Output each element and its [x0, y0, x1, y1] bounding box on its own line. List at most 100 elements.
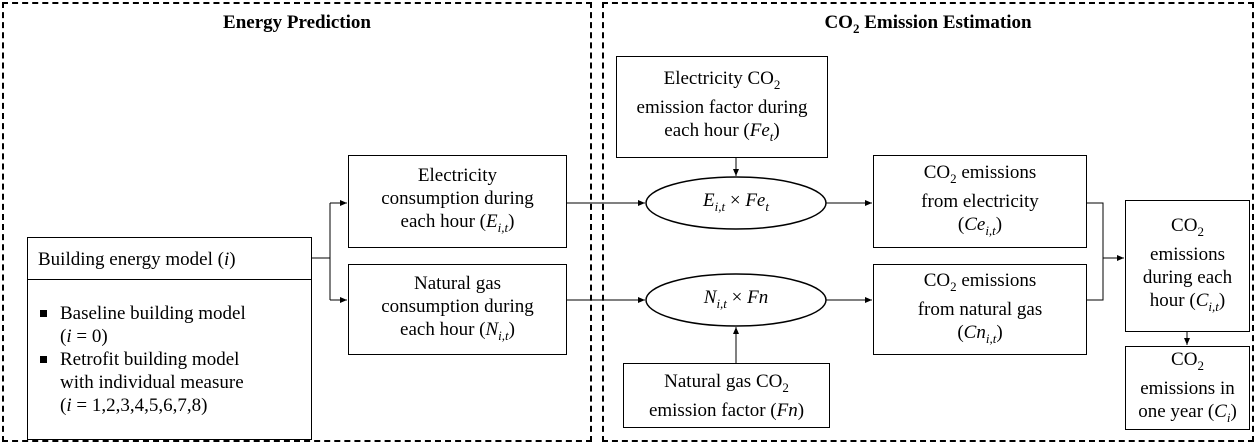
text-line: Energy Prediction	[4, 12, 590, 34]
text-line: Baseline building model	[40, 302, 246, 325]
text-line: during each	[1143, 266, 1232, 289]
text: )	[773, 119, 780, 141]
text: = 1,2,3,4,5,6,7,8)	[71, 395, 208, 416]
text: CO	[824, 12, 853, 33]
text: Fn	[776, 399, 798, 421]
text: Electricity CO	[663, 67, 774, 89]
text: i	[1226, 409, 1231, 425]
text-line: Electricity	[418, 164, 497, 187]
text-line: CO2	[1171, 214, 1204, 243]
node-box: CO2 emissions in one year (Ci)	[1125, 346, 1250, 430]
text-line: CO2	[1171, 348, 1204, 377]
text: one year (	[1138, 400, 1215, 422]
text: i,t	[716, 295, 727, 311]
text: i,t	[498, 328, 509, 343]
text-line: from natural gas	[918, 298, 1043, 321]
text: (	[60, 395, 67, 416]
text: )	[508, 319, 515, 340]
text: i,t	[985, 331, 997, 346]
node-box: Natural gas CO2 emission factor (Fn)	[623, 363, 830, 428]
text: i,t	[985, 223, 996, 238]
text: 2	[1197, 224, 1204, 239]
text: i,t	[497, 220, 509, 235]
text-line: Ei,t × Fet	[703, 189, 769, 218]
text: hour (	[1149, 290, 1196, 311]
node-box: Natural gas consumption during each hour…	[348, 264, 567, 355]
operation-ellipse	[645, 176, 827, 230]
text: i	[66, 326, 72, 347]
ellipse-label: Ni,t × Fn	[646, 274, 826, 326]
text: during each	[1142, 267, 1233, 288]
text-line: with individual measure	[40, 371, 244, 394]
text: Electricity	[417, 165, 498, 186]
text: )	[1230, 400, 1237, 422]
text: emissions in	[1140, 377, 1235, 399]
text: CO	[1171, 348, 1198, 370]
text-line: consumption during	[381, 187, 534, 210]
text-line: emission factor (Fn)	[649, 399, 804, 422]
text: each hour (	[664, 119, 750, 141]
text: with individual measure	[60, 372, 244, 393]
text: C	[1214, 400, 1227, 422]
text: )	[797, 399, 805, 421]
text: 2	[782, 379, 789, 395]
text: )	[508, 211, 515, 232]
text-line: emissions in	[1140, 377, 1234, 400]
operation-ellipse	[645, 273, 827, 327]
model-list: Baseline building model (i = 0) Retrofit…	[27, 279, 312, 440]
text: = 0)	[71, 326, 108, 347]
text-line: CO2 emissions	[924, 161, 1037, 190]
text: emission factor during	[636, 96, 808, 118]
text: Cn	[963, 322, 986, 343]
text: i,t	[1208, 299, 1219, 314]
text: t	[765, 198, 769, 214]
text-line: (i = 0)	[40, 325, 108, 348]
node-box: CO2 emissions during each hour (Ci,t)	[1125, 200, 1250, 332]
co2-panel: CO2 Emission Estimation	[602, 2, 1254, 442]
text: Ce	[964, 214, 986, 235]
text-line: each hour (Ei,t)	[401, 210, 515, 239]
text: (	[60, 326, 67, 347]
text: )	[1218, 290, 1226, 311]
node-box: CO2 emissions from natural gas (Cni,t)	[873, 264, 1087, 355]
text: emissions	[1150, 244, 1225, 265]
text-line: each hour (Fet)	[664, 119, 779, 148]
text: 2	[852, 21, 860, 36]
text: each hour (	[400, 319, 486, 340]
text: Energy Prediction	[223, 12, 371, 33]
text-line: one year (Ci)	[1138, 400, 1237, 429]
connector	[1087, 202, 1104, 301]
node-box: Electricity consumption during each hour…	[348, 155, 567, 248]
text: 2	[1197, 357, 1204, 373]
text: Natural gas	[413, 273, 502, 294]
text-line: Retrofit building model	[40, 348, 239, 371]
node-box: CO2 emissions from electricity (Cei,t)	[873, 155, 1087, 248]
text-line: (i = 1,2,3,4,5,6,7,8)	[40, 394, 207, 417]
text: Fe	[749, 119, 770, 141]
text-line: CO2 emissions	[924, 269, 1037, 298]
text: Retrofit building model	[60, 349, 240, 370]
text-line: Natural gas CO2	[664, 370, 789, 399]
text: C	[1195, 290, 1209, 311]
text: i	[66, 395, 72, 416]
text: Fe	[745, 189, 766, 211]
text: )	[229, 248, 236, 270]
text: ×	[726, 286, 748, 308]
text: 2	[950, 171, 957, 186]
text: consumption during	[381, 296, 534, 317]
text-line: emissions	[1150, 243, 1225, 266]
text-line: hour (Ci,t)	[1150, 289, 1225, 318]
model-box: Building energy model (i)	[27, 237, 312, 281]
text-line: (Cei,t)	[958, 213, 1002, 242]
text: N	[485, 319, 499, 340]
text: E	[703, 189, 715, 211]
text: 2	[950, 279, 957, 294]
text: t	[769, 128, 774, 144]
text: emission factor (	[648, 399, 777, 421]
text: consumption during	[381, 188, 534, 209]
text-line: emission factor during	[637, 96, 808, 119]
text: CO	[1171, 215, 1198, 236]
text-line: consumption during	[381, 295, 534, 318]
